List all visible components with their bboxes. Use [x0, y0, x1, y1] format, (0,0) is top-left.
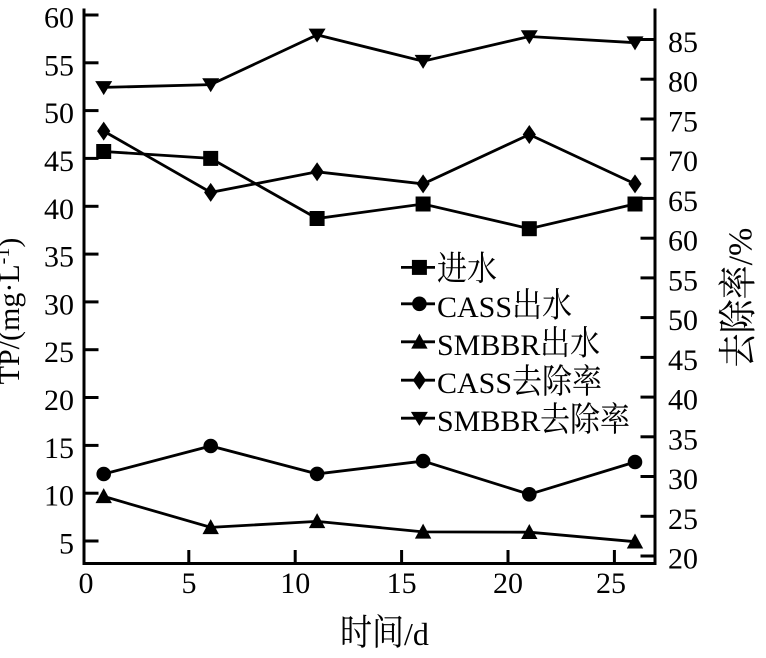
svg-text:40: 40: [44, 193, 74, 226]
svg-text:35: 35: [668, 423, 698, 456]
svg-text:80: 80: [668, 66, 698, 99]
svg-text:60: 60: [668, 225, 698, 258]
svg-text:25: 25: [596, 567, 626, 600]
svg-text:20: 20: [44, 384, 74, 417]
svg-text:20: 20: [668, 543, 698, 576]
svg-text:20: 20: [493, 567, 523, 600]
svg-text:45: 45: [668, 344, 698, 377]
svg-text:10: 10: [280, 567, 310, 600]
svg-text:25: 25: [668, 503, 698, 536]
svg-text:50: 50: [44, 97, 74, 130]
svg-text:35: 35: [44, 241, 74, 274]
svg-text:10: 10: [44, 480, 74, 513]
svg-text:60: 60: [44, 2, 74, 35]
svg-text:5: 5: [182, 567, 197, 600]
svg-text:55: 55: [44, 49, 74, 82]
svg-text:5: 5: [59, 528, 74, 561]
svg-text:70: 70: [668, 145, 698, 178]
svg-text:30: 30: [668, 463, 698, 496]
svg-text:40: 40: [668, 384, 698, 417]
svg-text:CASS: CASS: [437, 367, 512, 400]
svg-text:TP/(mg·L-1): TP/(mg·L-1): [0, 238, 26, 385]
svg-text:15: 15: [387, 567, 417, 600]
svg-text:CASS: CASS: [437, 291, 512, 324]
svg-text:SMBBR: SMBBR: [437, 405, 540, 438]
svg-text:0: 0: [79, 567, 94, 600]
svg-text:30: 30: [44, 288, 74, 321]
svg-text:15: 15: [44, 432, 74, 465]
svg-text:45: 45: [44, 145, 74, 178]
svg-text:55: 55: [668, 264, 698, 297]
svg-text:85: 85: [668, 26, 698, 59]
svg-text:SMBBR: SMBBR: [437, 329, 540, 362]
svg-text:75: 75: [668, 106, 698, 139]
svg-text:/d: /d: [404, 616, 429, 652]
svg-text:25: 25: [44, 336, 74, 369]
svg-text:/%: /%: [723, 228, 760, 266]
svg-text:50: 50: [668, 304, 698, 337]
svg-text:65: 65: [668, 185, 698, 218]
